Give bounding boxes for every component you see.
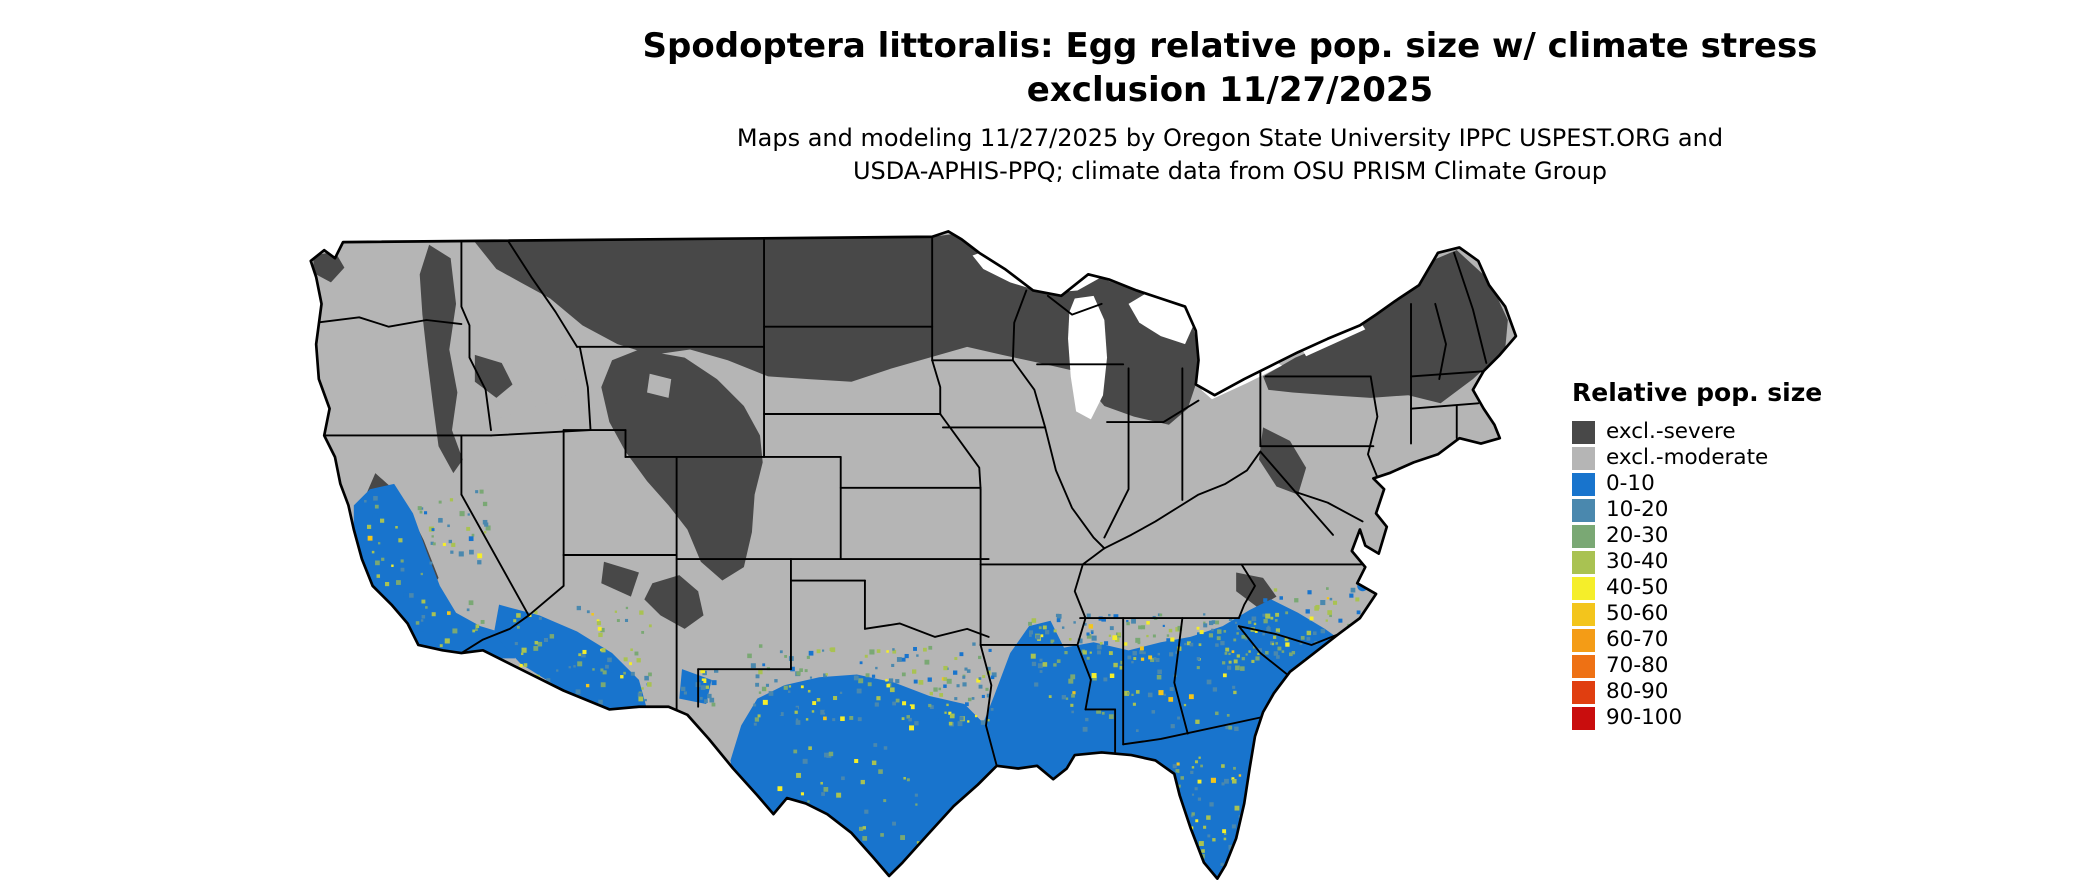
map-subtitle: Maps and modeling 11/27/2025 by Oregon S… — [180, 122, 2100, 188]
legend-title: Relative pop. size — [1572, 378, 1823, 407]
legend-item: excl.-severe — [1572, 419, 1892, 445]
legend-item: 10-20 — [1572, 497, 1892, 523]
subtitle-line1: Maps and modeling 11/27/2025 by Oregon S… — [736, 124, 1724, 152]
legend-swatch — [1572, 654, 1595, 678]
map-header: Spodoptera littoralis: Egg relative pop.… — [180, 24, 2100, 188]
legend-items: excl.-severe excl.-moderate 0-10 10-20 20-30… — [1572, 419, 1892, 731]
region-valley-patches — [477, 373, 672, 421]
legend-item: 50-60 — [1572, 601, 1892, 627]
legend-item: 70-80 — [1572, 653, 1892, 679]
legend-item-label: 0-10 — [1606, 471, 1655, 496]
legend-item: 80-90 — [1572, 679, 1892, 705]
page-title-line2: exclusion 11/27/2025 — [1026, 70, 1434, 110]
legend-swatch — [1572, 576, 1595, 600]
us-map-svg — [309, 230, 1518, 880]
legend-item-label: 30-40 — [1606, 549, 1669, 574]
legend-item-label: 10-20 — [1606, 497, 1669, 522]
legend-swatch — [1572, 420, 1595, 444]
legend-item: 20-30 — [1572, 523, 1892, 549]
legend-item: 40-50 — [1572, 575, 1892, 601]
legend-item-label: 40-50 — [1606, 575, 1669, 600]
legend-item-label: excl.-moderate — [1606, 445, 1769, 470]
legend-item-label: 90-100 — [1606, 705, 1683, 730]
legend-swatch — [1572, 550, 1595, 574]
legend-swatch — [1572, 524, 1595, 548]
legend-swatch — [1572, 680, 1595, 704]
legend-item-label: 60-70 — [1606, 627, 1669, 652]
legend-item: 60-70 — [1572, 627, 1892, 653]
us-outline — [309, 230, 1518, 880]
legend-swatch — [1572, 706, 1595, 730]
subtitle-line2: USDA-APHIS-PPQ; climate data from OSU PR… — [852, 157, 1608, 185]
legend-item-label: 80-90 — [1606, 679, 1669, 704]
legend-item-label: 50-60 — [1606, 601, 1669, 626]
page-title-line1: Spodoptera littoralis: Egg relative pop.… — [642, 26, 1818, 66]
legend-swatch — [1572, 628, 1595, 652]
legend-swatch — [1572, 498, 1595, 522]
legend-item-label: 20-30 — [1606, 523, 1669, 548]
legend-item-label: 70-80 — [1606, 653, 1669, 678]
legend-item-label: excl.-severe — [1606, 419, 1736, 444]
legend-swatch — [1572, 602, 1595, 626]
legend-item: excl.-moderate — [1572, 445, 1892, 471]
legend-item: 90-100 — [1572, 705, 1892, 731]
legend-swatch — [1572, 472, 1595, 496]
legend-swatch — [1572, 446, 1595, 470]
state-borders — [315, 235, 1488, 767]
map-legend: Relative pop. size excl.-severe excl.-mod… — [1572, 378, 1892, 731]
legend-item: 30-40 — [1572, 549, 1892, 575]
us-risk-map — [300, 226, 1524, 884]
legend-item: 0-10 — [1572, 471, 1892, 497]
